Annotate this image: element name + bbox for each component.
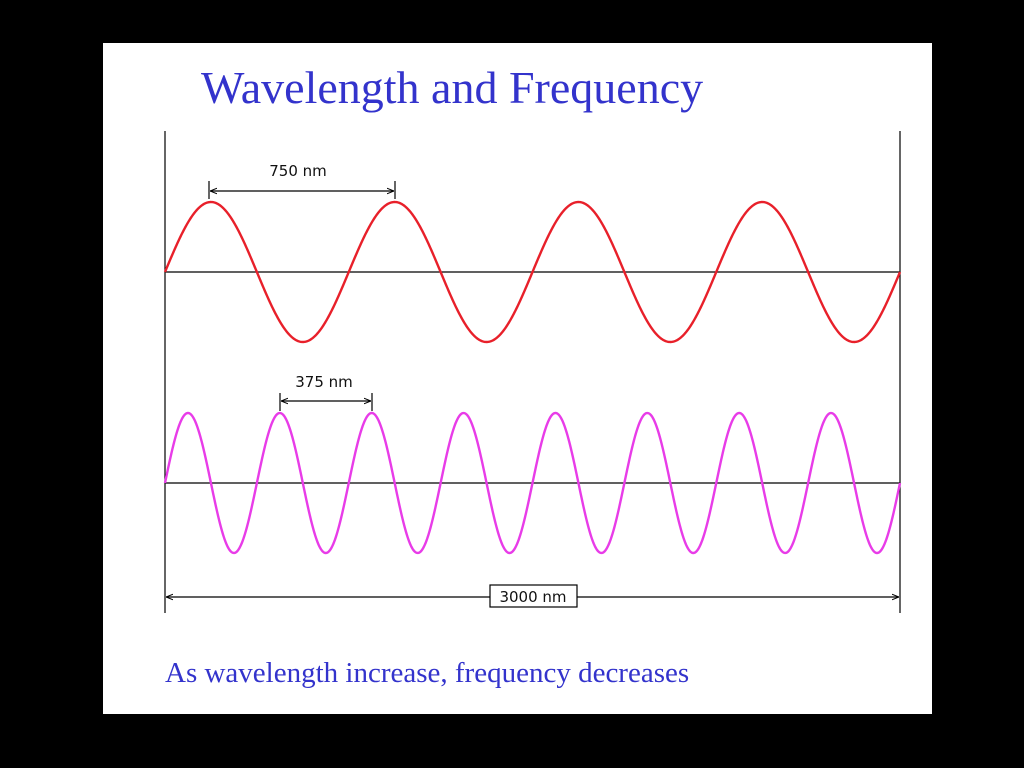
slide: Wavelength and Frequency 750 nm 375 nm bbox=[103, 43, 932, 714]
slide-caption: As wavelength increase, frequency decrea… bbox=[165, 657, 690, 689]
total-length-label-box bbox=[489, 584, 578, 608]
short-wave-curve bbox=[163, 411, 902, 555]
short-wave-group: 375 nm bbox=[163, 373, 902, 555]
long-wave-group: 750 nm bbox=[163, 162, 902, 344]
total-length-dimension: 3000 nm bbox=[166, 584, 899, 608]
short-wave-label: 375 nm bbox=[295, 373, 353, 391]
wave-diagram: 750 nm 375 nm 3000 nm bbox=[163, 131, 902, 613]
slide-title: Wavelength and Frequency bbox=[201, 62, 704, 113]
long-wave-label: 750 nm bbox=[269, 162, 327, 180]
total-length-label: 3000 nm bbox=[499, 588, 566, 606]
long-wave-curve bbox=[163, 200, 902, 344]
